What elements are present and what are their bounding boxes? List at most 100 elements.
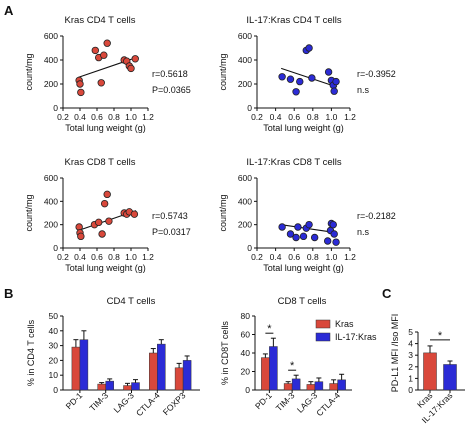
panel-title: Kras CD8 T cells [65,157,136,168]
data-point [299,232,308,241]
x-tick-label: 1.0 [325,112,337,122]
panel-title: IL-17:Kras CD4 T cells [246,15,341,26]
bar [261,357,270,391]
x-tick-label: PD-1 [64,390,85,411]
x-tick-label: 0.4 [74,112,86,122]
data-point [332,77,340,86]
y-tick-label: 600 [238,173,252,183]
x-axis-label: Total lung weight (g) [65,263,146,273]
y-tick-label: 600 [44,31,58,41]
bar [71,346,81,391]
x-tick-label: 1.0 [125,112,137,122]
data-point [324,68,333,76]
y-tick-label: 80 [241,311,251,321]
x-tick-label: PD-1 [253,390,274,411]
data-point [310,233,319,242]
bar [123,385,132,391]
y-tick-label: 200 [238,79,252,89]
x-tick-label: 0.6 [288,112,300,122]
bar [182,360,192,391]
x-tick-label: 0.6 [91,112,103,122]
y-tick-label: 600 [44,173,58,183]
data-point [330,230,338,238]
y-tick-label: 0 [247,103,252,113]
bar [97,383,106,391]
data-point [286,230,295,238]
y-axis-label: % in CD4 T cells [26,319,36,386]
data-point [305,44,313,52]
panel-title: Kras CD4 T cells [65,15,136,26]
data-point [100,199,109,208]
x-tick-label: 0.2 [57,112,69,122]
y-tick-label: 4 [408,339,413,349]
y-tick-label: 200 [44,220,58,230]
y-tick-label: 400 [238,196,252,206]
stat-label: P=0.0317 [152,227,191,237]
y-tick-label: 0 [408,385,413,395]
x-tick-label: FOXP3 [161,390,188,417]
y-axis-label: count/mg [24,194,34,231]
scatter-panel-a3: Kras CD8 T cells 0 200 400 600 0.2 0.4 0.6 0.8 1.… [24,157,191,273]
x-tick-label: TIM-3 [274,390,297,413]
x-tick-label: CTLA-4 [314,390,342,418]
x-tick-label: 0.4 [270,112,282,122]
bar-panel-b2: CD8 T cells 0 20 40 60 80 % in CD8T cells PD-1 *… [220,296,377,418]
legend-swatch [315,332,331,342]
x-tick-label: LAG-3 [111,390,136,415]
y-tick-label: 0 [53,243,58,253]
bar [174,367,184,391]
scatter-panel-a2: IL-17:Kras CD4 T cells 0 200 400 600 0.2 0.4 0.… [218,15,396,133]
bar [291,378,301,391]
bar [269,346,278,391]
y-tick-label: 30 [49,341,59,351]
x-tick-label: 1.0 [325,252,337,262]
data-point [305,220,313,229]
y-tick-label: 50 [49,311,59,321]
bar [149,352,158,391]
y-tick-label: 600 [238,31,252,41]
data-point [308,74,316,82]
x-tick-label: 0.8 [108,112,120,122]
x-axis-label: Total lung weight (g) [263,263,344,273]
y-tick-label: 2 [408,362,413,372]
data-point [292,233,300,242]
y-tick-label: 5 [408,327,413,337]
y-axis-label: count/mg [24,53,34,90]
y-axis-label: % in CD8T cells [220,321,230,385]
bar [105,380,114,391]
x-tick-label: TIM-3 [87,390,110,413]
y-tick-label: 400 [238,55,252,65]
y-tick-label: 10 [49,370,59,380]
data-point [294,223,302,231]
scatter-panel-a1: Kras CD4 T cells 0 200 400 600 0.2 0.4 0.6 0.8 1.… [24,15,191,133]
y-tick-label: 200 [238,220,252,230]
significance-label: * [267,323,272,335]
bar [131,382,140,391]
y-tick-label: 20 [241,367,251,377]
y-tick-label: 400 [44,196,58,206]
data-point [292,88,300,96]
y-tick-label: 400 [44,55,58,65]
panel-letter-b: B [4,286,13,301]
data-point [286,75,295,83]
x-tick-label: 1.2 [344,252,356,262]
stat-label: r=-0.2182 [357,211,396,221]
bar [79,339,89,391]
y-tick-label: 200 [44,79,58,89]
data-point [103,190,111,199]
x-tick-label: 0.8 [307,112,319,122]
stat-label: n.s [357,85,370,95]
stat-label: n.s [357,227,370,237]
data-point [332,238,340,246]
data-point [77,232,85,241]
x-tick-label: 1.2 [344,112,356,122]
legend-label: IL-17:Kras [335,332,377,342]
data-point [330,87,338,95]
y-tick-label: 3 [408,350,413,360]
bar [283,383,293,391]
x-axis-label: Total lung weight (g) [263,123,344,133]
panel-title: CD8 T cells [278,296,327,307]
x-axis-label: Total lung weight (g) [65,123,146,133]
